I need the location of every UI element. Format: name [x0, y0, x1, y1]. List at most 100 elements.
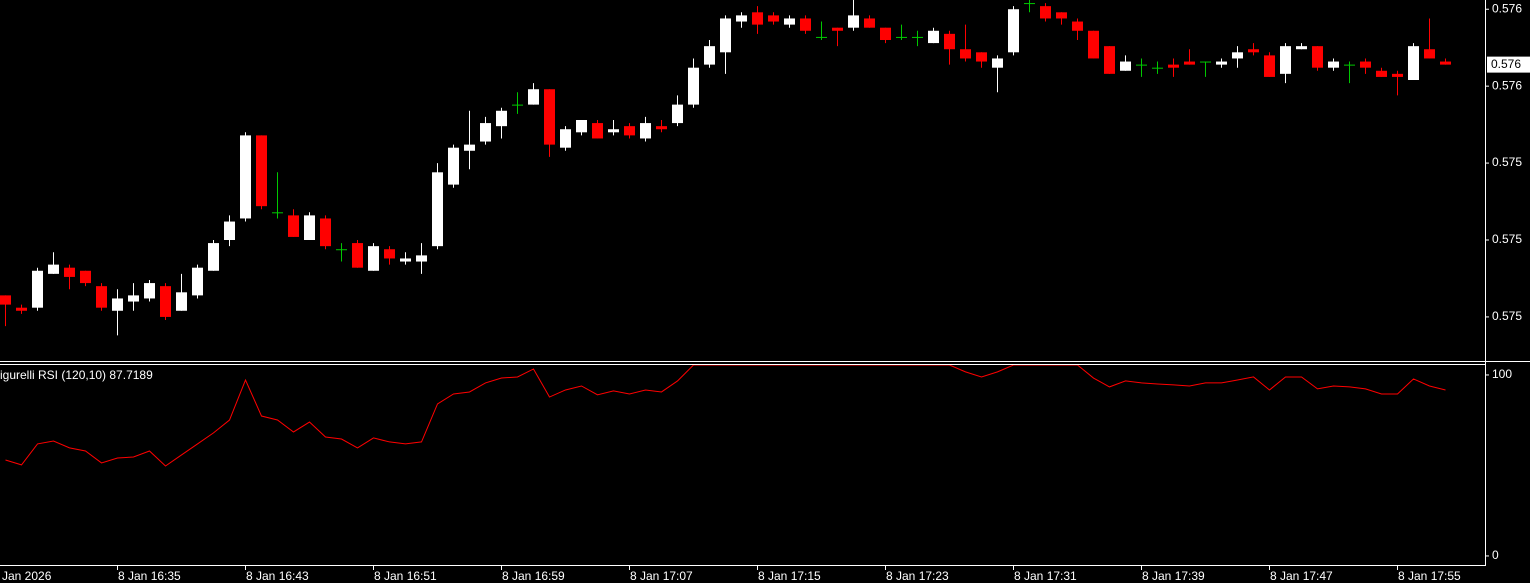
candle-body	[928, 30, 939, 44]
candle-body	[1072, 21, 1083, 31]
candle-body	[0, 295, 11, 305]
candle-body	[912, 36, 923, 38]
candle-body	[1280, 46, 1291, 74]
x-tick-label: 8 Jan 16:51	[374, 569, 437, 583]
candle-body	[1104, 46, 1115, 74]
candle-body	[608, 129, 619, 133]
x-tick-label: 8 Jan 17:47	[1270, 569, 1333, 583]
candle-body	[896, 36, 907, 38]
candle-body	[336, 249, 347, 251]
candle-body	[880, 27, 891, 40]
indicator-title: igurelli RSI (120,10) 87.7189	[0, 368, 153, 382]
candle-body	[1296, 46, 1307, 50]
candle-body	[304, 215, 315, 240]
last-price-label: 0.576	[1491, 57, 1521, 71]
y-tick-label: 100	[1492, 367, 1512, 381]
candle-body	[960, 49, 971, 59]
candle-body	[416, 255, 427, 262]
candle-body	[656, 126, 667, 130]
x-tick-label: 8 Jan 17:23	[886, 569, 949, 583]
candle-body	[16, 307, 27, 311]
y-tick-label: 0.576	[1492, 1, 1522, 15]
candle-body	[1184, 61, 1195, 65]
candle-body	[544, 89, 555, 145]
candle-body	[48, 264, 59, 274]
candle-body	[176, 292, 187, 311]
candle-body	[384, 249, 395, 259]
candle-body	[1360, 61, 1371, 68]
candle-body	[320, 218, 331, 247]
x-tick-label: 8 Jan 16:35	[118, 569, 181, 583]
candle-body	[1024, 3, 1035, 5]
candle-body	[112, 298, 123, 311]
candle-body	[1008, 9, 1019, 53]
candle-body	[480, 123, 491, 142]
candle-body	[400, 258, 411, 262]
y-tick-label: 0.575	[1492, 309, 1522, 323]
candle-body	[1088, 30, 1099, 59]
candle-body	[96, 286, 107, 308]
candle-body	[448, 147, 459, 185]
candle-body	[1376, 70, 1387, 77]
x-tick-label: 8 Jan 17:31	[1014, 569, 1077, 583]
candle-body	[1200, 61, 1211, 63]
candle-body	[64, 267, 75, 277]
candle-body	[1136, 64, 1147, 66]
candle-body	[832, 27, 843, 31]
candle-body	[528, 89, 539, 105]
candle-body	[944, 33, 955, 50]
rsi-line	[5, 365, 1446, 467]
candle-body	[576, 120, 587, 133]
candle-body	[752, 12, 763, 25]
candle-body	[736, 15, 747, 22]
candle-body	[784, 18, 795, 25]
candle-body	[864, 18, 875, 28]
candle-body	[1248, 49, 1259, 53]
candle-body	[1040, 6, 1051, 19]
candle-body	[432, 172, 443, 247]
candle-body	[1168, 64, 1179, 68]
candle-body	[624, 126, 635, 136]
candle-body	[496, 110, 507, 127]
candle-body	[128, 295, 139, 302]
candle-body	[192, 267, 203, 296]
candle-body	[240, 135, 251, 219]
candle-body	[352, 243, 363, 268]
candle-body	[768, 15, 779, 22]
candle-body	[1408, 46, 1419, 80]
candle-body	[1120, 61, 1131, 71]
x-tick-label: 8 Jan 17:39	[1142, 569, 1205, 583]
candle-body	[144, 283, 155, 299]
candle-body	[368, 246, 379, 271]
candle-body	[560, 129, 571, 148]
candle-body	[1440, 61, 1451, 65]
last-price-box	[1487, 56, 1530, 73]
candle-body	[272, 212, 283, 214]
x-tick-label: 8 Jan 17:15	[758, 569, 821, 583]
candle-body	[32, 270, 43, 308]
x-tick-label: 8 Jan 16:43	[246, 569, 309, 583]
candle-body	[848, 15, 859, 28]
candle-body	[1312, 46, 1323, 68]
y-tick-label: 0.575	[1492, 155, 1522, 169]
candle-body	[1328, 61, 1339, 68]
candle-body	[720, 18, 731, 53]
candle-body	[256, 135, 267, 207]
x-tick-label: 8 Jan 16:59	[502, 569, 565, 583]
candle-body	[1344, 64, 1355, 66]
rsi-pane	[5, 365, 1446, 467]
candle-body	[992, 58, 1003, 68]
candle-body	[80, 270, 91, 284]
candle-body	[160, 286, 171, 317]
candle-body	[1152, 67, 1163, 69]
candle-body	[976, 52, 987, 62]
candle-body	[1056, 12, 1067, 19]
candle-body	[688, 67, 699, 105]
candle-body	[640, 123, 651, 139]
candle-body	[1232, 52, 1243, 59]
candle-body	[512, 104, 523, 106]
